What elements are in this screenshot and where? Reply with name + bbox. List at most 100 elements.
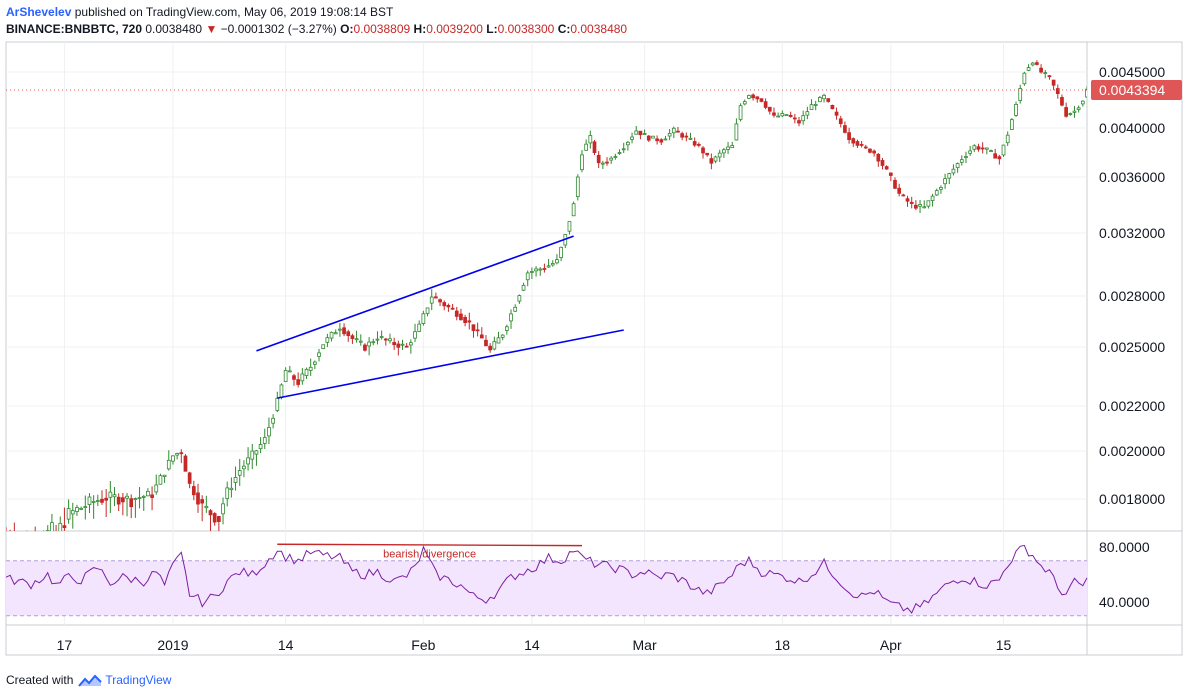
candle-body-136	[571, 203, 576, 217]
candle-body-236	[989, 150, 993, 152]
price-tick-label: 0.0045000	[1099, 64, 1165, 80]
candle-body-171	[717, 152, 722, 158]
candle-body-41	[175, 453, 179, 456]
candle-body-154	[646, 135, 651, 141]
candle-body-116	[488, 345, 493, 351]
candle-body-103	[434, 296, 438, 299]
candle-body-45	[191, 486, 196, 496]
candle-body-35	[150, 494, 154, 498]
candle-body-20	[87, 496, 92, 505]
candle-body-138	[580, 154, 584, 171]
candle-body-114	[479, 334, 484, 339]
candle-body-216	[905, 198, 910, 202]
candle-body-108	[454, 310, 459, 317]
candle-body-118	[496, 337, 501, 344]
footer: Created with TradingView	[6, 673, 171, 688]
candle-body-207	[868, 148, 872, 153]
rsi-tick-label: 40.0000	[1099, 594, 1150, 610]
author-link[interactable]: ArShevelev	[6, 5, 72, 19]
candle-body-17	[75, 507, 79, 512]
candle-body-186	[780, 113, 785, 117]
price-axis: 0.0045000 0.0040000 0.0036000 0.0032000 0.00…	[1091, 64, 1182, 610]
candle-body-240	[1005, 134, 1010, 144]
candle-body-33	[141, 496, 146, 498]
candle-body-129	[542, 268, 547, 270]
candle-body-180	[755, 96, 760, 100]
candle-body-7	[34, 545, 37, 550]
created-with-text: Created with	[6, 673, 74, 687]
candle-body-49	[208, 510, 213, 516]
candle-body-66	[279, 384, 284, 398]
candle-body-196	[822, 94, 826, 100]
price-tick-label: 0.0018000	[1099, 491, 1165, 507]
candle-body-59	[250, 450, 255, 460]
candle-body-37	[158, 475, 163, 485]
low-label: L:	[486, 22, 498, 36]
candle-body-209	[876, 153, 881, 162]
candle-body-81	[342, 327, 346, 335]
candle-body-53	[225, 487, 230, 499]
candle-body-222	[930, 195, 935, 201]
candle-body-151	[634, 130, 639, 135]
candle-body-169	[709, 158, 714, 164]
candle-body-224	[939, 187, 943, 190]
candle-body-183	[767, 106, 772, 112]
candle-body-115	[484, 339, 488, 347]
candle-body-193	[809, 104, 814, 110]
candle-body-90	[379, 336, 384, 338]
high-value: 0.0039200	[426, 22, 483, 36]
candle-body-182	[763, 101, 768, 108]
candle-body-69	[292, 375, 296, 380]
candle-body-23	[100, 498, 104, 503]
candle-body-85	[358, 340, 363, 343]
candle-body-172	[722, 149, 726, 154]
time-tick-label: 2019	[157, 637, 188, 653]
candle-body-144	[605, 161, 609, 164]
candle-body-184	[772, 112, 776, 116]
candle-body-212	[888, 172, 893, 176]
candle-body-227	[951, 168, 956, 174]
candle-body-122	[513, 306, 518, 312]
candle-body-2	[13, 540, 16, 547]
candle-body-249	[1043, 72, 1048, 75]
candle-body-256	[1072, 110, 1077, 113]
rsi-line	[5, 544, 1088, 614]
candle-body-39	[166, 459, 171, 470]
candle-body-111	[467, 320, 472, 323]
candle-body-51	[217, 516, 221, 522]
candle-body-70	[296, 379, 301, 385]
price-tick-label: 0.0022000	[1099, 398, 1165, 414]
price-tick-label: 0.0032000	[1099, 225, 1165, 241]
candle-body-258	[1080, 100, 1085, 105]
candle-body-152	[638, 130, 643, 136]
candle-body-99	[417, 323, 422, 332]
candle-body-200	[838, 118, 843, 125]
candle-body-187	[784, 114, 789, 117]
candle-body-40	[171, 455, 175, 462]
candle-body-21	[91, 501, 96, 503]
candle-body-247	[1035, 62, 1039, 65]
candle-body-107	[450, 307, 455, 310]
candle-body-241	[1010, 119, 1014, 130]
symbol-name: BINANCE:BNBBTC, 720	[6, 22, 143, 36]
candle-body-159	[667, 133, 672, 137]
tradingview-brand[interactable]: TradingView	[105, 673, 172, 687]
candle-body-176	[738, 105, 743, 120]
candle-body-61	[258, 444, 263, 450]
candle-body-15	[66, 508, 71, 520]
annotations	[6, 89, 1087, 399]
candle-body-147	[617, 152, 622, 154]
candle-body-139	[584, 143, 589, 151]
candle-body-165	[692, 141, 697, 146]
candle-body-42	[179, 452, 184, 455]
candle-body-80	[338, 328, 342, 331]
candle-body-218	[914, 204, 918, 209]
candle-body-254	[1064, 107, 1068, 117]
candle-body-157	[659, 139, 664, 143]
candle-body-223	[934, 190, 939, 196]
candle-body-179	[751, 94, 755, 99]
candle-body-110	[463, 317, 467, 323]
candle-body-16	[70, 510, 75, 515]
candle-body-105	[442, 302, 447, 307]
